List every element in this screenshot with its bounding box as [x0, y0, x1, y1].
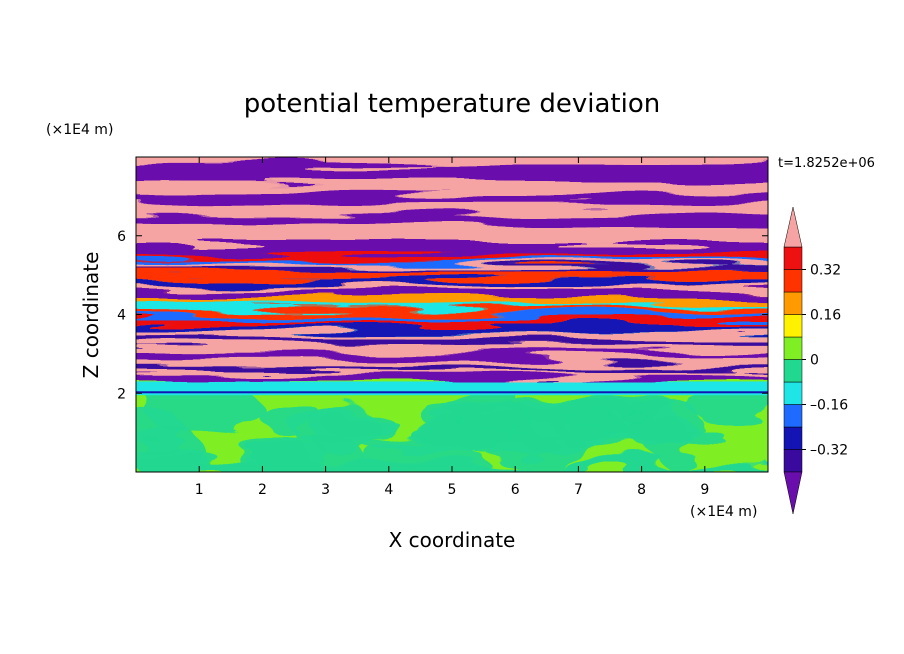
contour-band — [136, 365, 768, 372]
contour-band — [136, 162, 768, 183]
contour-band — [136, 370, 768, 376]
colorbar-segment — [783, 246, 803, 270]
contour-band — [136, 252, 768, 259]
contour-patch — [423, 422, 511, 448]
contour-band — [136, 336, 768, 345]
contour-band — [136, 323, 768, 332]
contour-band — [136, 266, 768, 272]
x-tick-label: 2 — [258, 482, 267, 498]
contour-band — [136, 241, 768, 254]
contour-band — [136, 202, 768, 215]
x-tick-label: 5 — [448, 482, 457, 498]
contour-band — [136, 391, 768, 394]
colorbar-segment — [783, 404, 803, 428]
x-tick-label: 9 — [700, 482, 709, 498]
contour-band — [136, 289, 768, 298]
colorbar-segment — [783, 426, 803, 450]
contour-band — [136, 318, 768, 325]
field-layer — [136, 157, 768, 472]
colorbar-segment — [783, 314, 803, 338]
x-axis: 1 2 3 4 5 6 7 8 9 — [195, 157, 709, 498]
colorbar-segment — [783, 336, 803, 360]
contour-band — [136, 374, 768, 383]
contour-band — [136, 257, 768, 263]
contour-patch — [136, 406, 183, 449]
colorbar-label: 0.16 — [810, 308, 841, 324]
contour-patch — [620, 398, 703, 446]
x-tick-label: 7 — [574, 482, 583, 498]
contour-patch — [591, 396, 647, 414]
banded-layers — [136, 157, 768, 383]
colorbar: 0.32 0.16 0 –0.16 –0.32 — [783, 206, 848, 515]
contour-band — [136, 330, 768, 338]
y-unit-label: (×1E4 m) — [46, 122, 113, 138]
contour-patch — [432, 402, 531, 429]
colorbar-label: 0.32 — [810, 263, 841, 279]
contour-band — [136, 302, 768, 308]
contour-patch — [560, 422, 607, 442]
colorbar-segment — [783, 269, 803, 293]
colorbar-label: 0 — [810, 353, 819, 369]
y-axis: 2 4 6 — [117, 229, 768, 402]
contour-band — [136, 296, 768, 304]
y-axis-label: Z coordinate — [79, 252, 103, 379]
x-tick-label: 1 — [195, 482, 204, 498]
y-tick-label: 2 — [117, 386, 126, 402]
colorbar-extend-min — [783, 471, 803, 515]
contour-band — [136, 213, 768, 226]
contour-band — [136, 192, 768, 204]
x-unit-label: (×1E4 m) — [690, 504, 757, 520]
contour-patch — [249, 439, 331, 466]
chart-title: potential temperature deviation — [244, 89, 660, 119]
colorbar-extend-max — [783, 206, 803, 248]
contour-band — [136, 277, 768, 285]
colorbar-label: –0.32 — [810, 443, 848, 459]
contour-band — [136, 261, 768, 268]
x-tick-label: 8 — [637, 482, 646, 498]
time-label: t=1.8252e+06 — [778, 156, 875, 171]
x-axis-label: X coordinate — [389, 528, 516, 552]
plot-area — [136, 157, 768, 472]
contour-band — [136, 306, 768, 314]
contour-band — [136, 270, 768, 279]
colorbar-segment — [783, 291, 803, 315]
x-tick-label: 3 — [321, 482, 330, 498]
contour-patch — [311, 402, 378, 458]
colorbar-segment — [783, 381, 803, 405]
y-tick-label: 4 — [117, 308, 126, 324]
contour-band — [136, 181, 768, 194]
y-tick-label: 6 — [117, 229, 126, 245]
contour-band — [136, 224, 768, 243]
contour-band — [136, 343, 768, 352]
contour-band — [136, 312, 768, 320]
colorbar-segment — [783, 449, 803, 473]
colorbar-label: –0.16 — [810, 398, 848, 414]
contour-band — [136, 357, 768, 367]
x-tick-label: 6 — [511, 482, 520, 498]
contour-patch — [485, 435, 589, 464]
colorbar-segment — [783, 359, 803, 383]
x-tick-label: 4 — [384, 482, 393, 498]
contour-band — [136, 283, 768, 291]
contour-band — [136, 350, 768, 359]
contour-patch — [257, 396, 318, 430]
